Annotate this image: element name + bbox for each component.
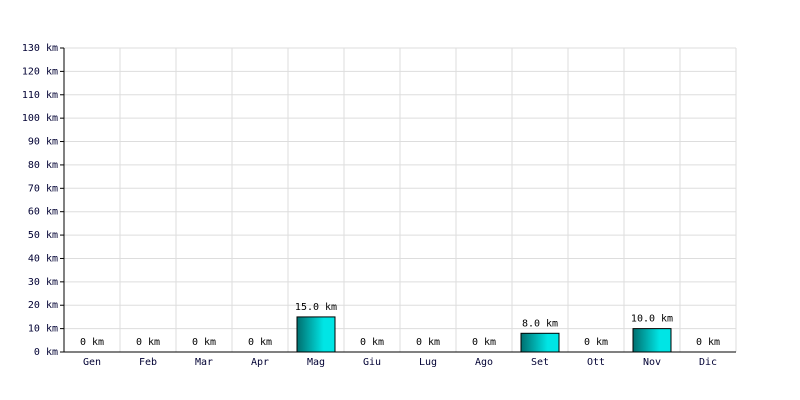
y-tick-label: 30 km bbox=[28, 277, 58, 288]
bar bbox=[632, 328, 672, 353]
y-tick-label: 10 km bbox=[28, 324, 58, 335]
y-tick-label: 100 km bbox=[22, 113, 58, 124]
value-label: 0 km bbox=[360, 337, 384, 348]
value-label: 0 km bbox=[248, 337, 272, 348]
x-tick-label: Nov bbox=[643, 357, 661, 368]
y-tick-label: 80 km bbox=[28, 160, 58, 171]
y-tick-label: 120 km bbox=[22, 66, 58, 77]
x-tick-label: Apr bbox=[251, 357, 269, 368]
x-tick-label: Dic bbox=[699, 357, 717, 368]
y-tick-label: 60 km bbox=[28, 207, 58, 218]
x-tick-label: Set bbox=[531, 357, 549, 368]
value-label: 15.0 km bbox=[295, 302, 337, 313]
value-label: 8.0 km bbox=[522, 318, 558, 329]
y-tick-label: 70 km bbox=[28, 183, 58, 194]
value-label: 10.0 km bbox=[631, 314, 673, 325]
value-label: 0 km bbox=[472, 337, 496, 348]
value-label: 0 km bbox=[136, 337, 160, 348]
y-tick-label: 40 km bbox=[28, 253, 58, 264]
y-tick-label: 0 km bbox=[34, 347, 58, 358]
y-tick-label: 50 km bbox=[28, 230, 58, 241]
x-tick-label: Ott bbox=[587, 357, 605, 368]
x-tick-label: Mag bbox=[307, 357, 325, 368]
value-label: 0 km bbox=[192, 337, 216, 348]
value-label: 0 km bbox=[80, 337, 104, 348]
y-tick-label: 90 km bbox=[28, 137, 58, 148]
x-tick-label: Lug bbox=[419, 357, 437, 368]
y-tick-label: 110 km bbox=[22, 90, 58, 101]
x-tick-label: Giu bbox=[363, 357, 381, 368]
bar bbox=[296, 316, 336, 353]
value-label: 0 km bbox=[696, 337, 720, 348]
x-tick-label: Mar bbox=[195, 357, 213, 368]
y-tick-label: 20 km bbox=[28, 300, 58, 311]
bar bbox=[520, 332, 560, 353]
x-tick-label: Feb bbox=[139, 357, 157, 368]
value-label: 0 km bbox=[416, 337, 440, 348]
x-tick-label: Gen bbox=[83, 357, 101, 368]
value-label: 0 km bbox=[584, 337, 608, 348]
y-tick-label: 130 km bbox=[22, 43, 58, 54]
x-tick-label: Ago bbox=[475, 357, 493, 368]
